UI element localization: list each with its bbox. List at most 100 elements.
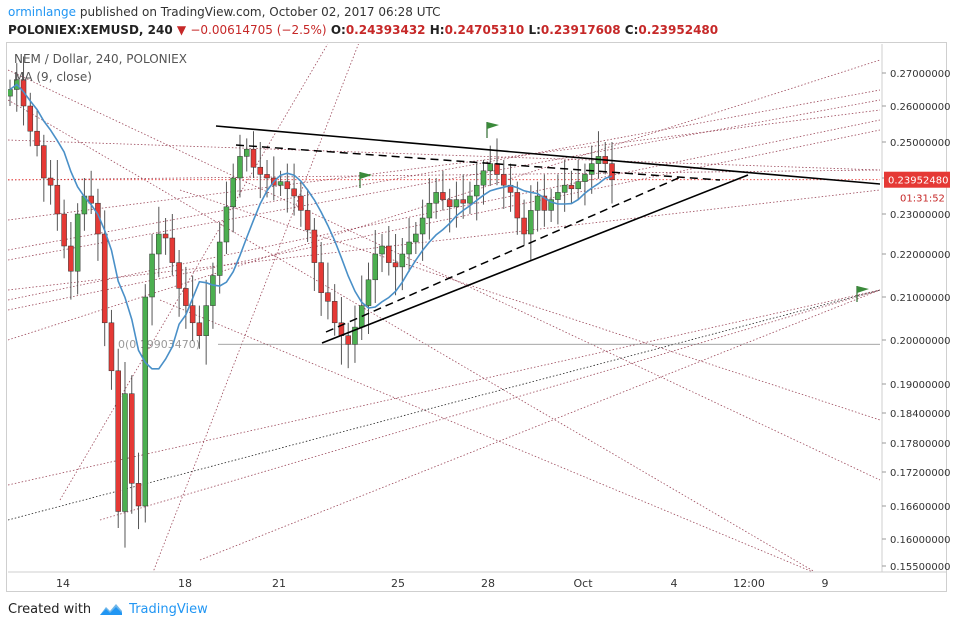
price-tick-label: 0.22000000 xyxy=(890,250,950,261)
chart-title: NEM / Dollar, 240, POLONIEX xyxy=(14,52,187,66)
flag-icon xyxy=(487,122,499,129)
fan-line xyxy=(8,89,880,251)
candle-body xyxy=(534,195,541,211)
fan-line xyxy=(99,289,880,521)
candle-body xyxy=(8,89,13,97)
candle-body xyxy=(129,393,135,484)
candle-body xyxy=(345,335,351,345)
candle-body xyxy=(284,181,291,190)
time-tick-label: 18 xyxy=(178,577,192,590)
last-price-label: 0.23952480 xyxy=(888,176,948,187)
candle-body xyxy=(169,237,176,263)
candle-body xyxy=(372,253,379,281)
ohlc-values: O:0.24393432 H:0.24705310 L:0.23917608 C… xyxy=(331,23,718,37)
candle-body xyxy=(575,181,581,190)
candle-body xyxy=(440,192,446,200)
published-text: published on TradingView.com, October 02… xyxy=(79,5,441,19)
candle-body xyxy=(555,192,561,200)
indicator-label[interactable]: MA (9, close) xyxy=(14,70,92,84)
triangle-upper-line xyxy=(215,125,880,185)
candle-body xyxy=(514,192,521,219)
fan-line xyxy=(152,44,359,572)
candle-body xyxy=(264,174,270,179)
symbol-label: POLONIEX:XEMUSD, 240 xyxy=(8,23,173,37)
candle-body xyxy=(568,184,575,190)
candle-body xyxy=(548,199,554,211)
fan-line xyxy=(8,59,880,341)
candle-body xyxy=(311,229,318,263)
price-tick-label: 0.27000000 xyxy=(890,69,950,80)
price-tick-label: 0.17200000 xyxy=(890,468,950,479)
candle-body xyxy=(352,326,358,345)
fan-line xyxy=(179,189,880,421)
price-tick-label: 0.19000000 xyxy=(890,380,950,391)
candle-body xyxy=(142,296,149,507)
candle-body xyxy=(494,163,500,175)
countdown-label: 01:31:52 xyxy=(900,194,945,205)
fan-line xyxy=(8,169,880,181)
candle-body xyxy=(365,279,372,306)
candle-body xyxy=(446,199,453,208)
candle-body xyxy=(41,145,47,179)
candle-body xyxy=(331,301,338,324)
candle-body xyxy=(588,163,595,175)
ohlc-key: H: xyxy=(425,23,445,37)
candle-body xyxy=(74,213,81,272)
tradingview-link[interactable]: TradingView xyxy=(99,602,208,617)
candle-body xyxy=(487,163,493,172)
time-tick-label: 25 xyxy=(391,577,405,590)
price-tick-label: 0.20000000 xyxy=(890,336,950,347)
candle-body xyxy=(68,245,74,272)
price-chart[interactable]: 0(0.19903470) 14 18 21 25 28 Oct 4 12:00 9 0.27000… xyxy=(0,0,954,598)
candle-body xyxy=(34,130,40,146)
ohlc-value: 0.23952480 xyxy=(638,23,719,37)
candle-body xyxy=(318,262,324,293)
candle-body xyxy=(467,195,473,204)
candle-body xyxy=(473,184,480,197)
candle-body xyxy=(88,195,94,204)
candle-body xyxy=(501,174,507,186)
time-tick-label: 14 xyxy=(56,577,70,590)
tradingview-logo-icon xyxy=(100,603,123,615)
price-tick-label: 0.16000000 xyxy=(890,535,950,546)
author-link[interactable]: orminlange xyxy=(8,5,76,19)
ohlc-value: 0.23917608 xyxy=(540,23,621,37)
level-label: 0(0.19903470) xyxy=(118,338,200,351)
price-change: −0.00614705 (−2.5%) xyxy=(190,23,327,37)
candle-body xyxy=(392,262,399,268)
candle-body xyxy=(386,245,392,263)
candle-body xyxy=(237,156,243,179)
candle-body xyxy=(460,199,466,204)
candle-body xyxy=(27,105,34,132)
ohlc-key: O: xyxy=(330,23,346,37)
candle-body xyxy=(61,213,67,247)
fan-line xyxy=(8,69,880,481)
flag-icon xyxy=(857,286,869,293)
fan-line xyxy=(8,99,880,261)
chart-frame[interactable] xyxy=(6,42,947,592)
candle-body xyxy=(149,253,155,298)
candle-body xyxy=(216,241,223,276)
ma-line xyxy=(9,83,613,370)
candle-body xyxy=(243,148,250,157)
candle-body xyxy=(47,177,54,186)
candle-body xyxy=(399,253,406,268)
candle-body xyxy=(277,181,284,186)
flag-icon xyxy=(360,172,372,179)
candle-body xyxy=(196,322,203,336)
ohlc-value: 0.24705310 xyxy=(444,23,525,37)
candle-body xyxy=(183,288,189,306)
candle-body xyxy=(379,245,385,255)
ohlc-key: C: xyxy=(620,23,639,37)
time-tick-label: 9 xyxy=(822,577,829,590)
candle-body xyxy=(521,217,527,235)
triangle-lower-line xyxy=(321,174,749,344)
candle-body xyxy=(176,262,182,289)
price-tick-label: 0.21000000 xyxy=(890,293,950,304)
candle-body xyxy=(210,275,216,306)
price-tick-label: 0.16600000 xyxy=(890,502,950,513)
fan-line xyxy=(8,109,880,221)
time-tick-label: 28 xyxy=(481,577,495,590)
price-tick-label: 0.15500000 xyxy=(890,562,950,573)
candle-body xyxy=(298,195,304,211)
